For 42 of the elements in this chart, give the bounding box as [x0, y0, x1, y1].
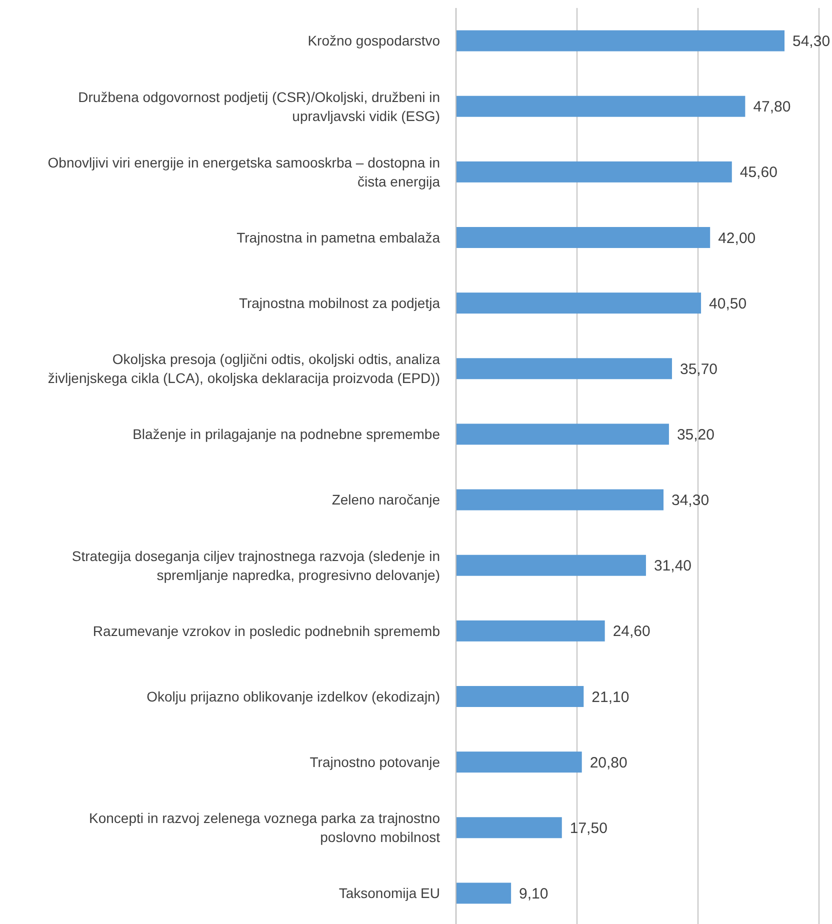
data-label: 42,00 [718, 230, 756, 247]
data-label: 54,30 [792, 33, 830, 50]
data-label: 47,80 [753, 98, 791, 116]
data-label: 20,80 [590, 754, 628, 772]
bar [456, 489, 664, 510]
y-tick-label: Koncepti in razvoj zelenega voznega parka za trajnostno poslovno mobilnost [89, 810, 440, 846]
bar [456, 882, 512, 904]
y-tick-label: Trajnostna in pametna embalaža [236, 229, 440, 246]
y-tick-label: Strategija doseganja ciljev trajnostnega razvoja (sledenje in spremljanje napredka, progresivno delovanje) [72, 548, 440, 583]
bar [456, 161, 732, 182]
bar [456, 292, 702, 314]
data-label: 40,50 [709, 295, 747, 312]
data-label: 24,60 [612, 623, 650, 640]
bar [456, 227, 710, 248]
data-label: 34,30 [672, 492, 710, 510]
bar [456, 620, 605, 642]
y-tick-label: Krožno gospodarstvo [308, 32, 440, 49]
y-tick-label: Družbena odgovornost podjetij (CSR)/Okoljski, družbeni in upravljavski vidik (ESG) [78, 88, 440, 124]
y-tick-label: Obnovljivi viri energije in energetska samooskrba – dostopna in čista energija [48, 154, 440, 190]
data-label: 21,10 [592, 688, 630, 706]
bar [456, 96, 746, 117]
data-label: 45,60 [740, 164, 778, 182]
bar [456, 817, 562, 838]
y-tick-label: Razumevanje vzrokov in posledic podnebnih sprememb [92, 622, 440, 639]
y-tick-label: Zeleno naročanje [332, 492, 440, 508]
data-label: 17,50 [570, 820, 608, 837]
y-tick-label: Trajnostno potovanje [310, 754, 440, 770]
data-label: 9,10 [519, 885, 548, 902]
bar [456, 686, 584, 707]
y-tick-label: Blaženje in prilagajanje na podnebne spremembe [132, 426, 440, 442]
y-tick-label: Okolju prijazno oblikovanje izdelkov (ekodizajn) [146, 688, 440, 704]
y-tick-label: Taksonomija EU [338, 885, 440, 902]
y-tick-label: Trajnostna mobilnost za podjetja [238, 294, 440, 311]
bar [456, 424, 669, 445]
y-tick-label: Okoljska presoja (ogljični odtis, okoljski odtis, analiza življenjskega cikla (LCA), okoljska deklaracija proizvoda (EPD)) [48, 351, 440, 386]
bar [456, 554, 646, 576]
bar [456, 30, 785, 52]
bar [456, 358, 672, 380]
bar [456, 752, 582, 773]
data-label: 35,70 [680, 360, 718, 378]
data-label: 35,20 [676, 426, 715, 444]
data-label: 31,40 [654, 558, 692, 575]
